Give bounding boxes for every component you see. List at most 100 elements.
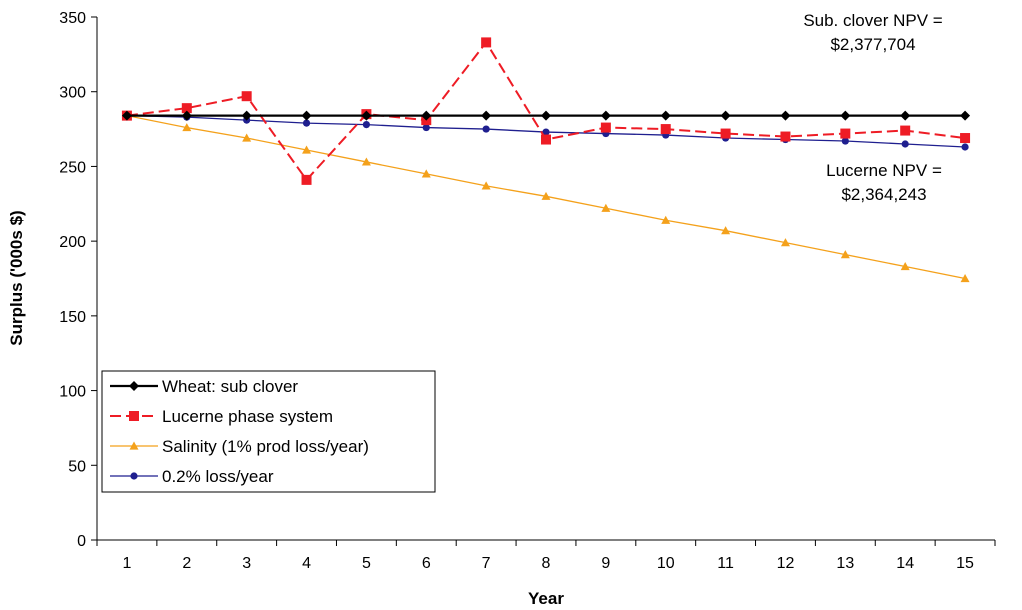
data-point — [600, 110, 611, 121]
x-tick-label: 12 — [777, 555, 795, 572]
legend-label: Salinity (1% prod loss/year) — [162, 437, 369, 456]
annotation-sub-clover-line-1: Sub. clover NPV = — [803, 11, 942, 30]
annotation-sub-clover-npv: Sub. clover NPV = $2,377,704 — [803, 11, 942, 54]
data-point — [840, 128, 851, 139]
data-point — [241, 110, 252, 121]
y-tick-label: 150 — [59, 309, 86, 326]
legend-item-0: Wheat: sub clover — [110, 377, 298, 396]
legend-marker — [129, 381, 139, 391]
y-tick-label: 100 — [59, 384, 86, 401]
data-point — [600, 122, 611, 133]
x-tick-label: 10 — [657, 555, 675, 572]
data-point — [900, 110, 911, 121]
data-point — [840, 110, 851, 121]
legend-label: Wheat: sub clover — [162, 377, 298, 396]
y-tick-label: 250 — [59, 159, 86, 176]
data-point — [481, 181, 491, 190]
x-tick-label: 6 — [422, 555, 431, 572]
data-point — [660, 124, 671, 135]
data-point — [241, 91, 252, 102]
annotation-lucerne-npv: Lucerne NPV = $2,364,243 — [826, 161, 942, 204]
x-tick-label: 13 — [836, 555, 854, 572]
x-tick-label: 4 — [302, 555, 311, 572]
x-tick-label: 8 — [542, 555, 551, 572]
legend-item-1: Lucerne phase system — [110, 407, 333, 426]
x-tick-label: 5 — [362, 555, 371, 572]
legend-marker — [129, 411, 139, 421]
data-point — [421, 110, 432, 121]
legend-marker — [129, 441, 139, 450]
y-tick-label: 50 — [68, 458, 86, 475]
data-point — [900, 262, 910, 271]
data-point — [302, 145, 312, 154]
data-point — [720, 110, 731, 121]
data-point — [780, 131, 791, 142]
annotation-lucerne-line-1: Lucerne NPV = — [826, 161, 942, 180]
data-point — [780, 110, 791, 121]
legend-item-3: 0.2% loss/year — [110, 467, 274, 486]
data-point — [482, 125, 490, 133]
x-tick-label: 15 — [956, 555, 974, 572]
y-tick-label: 350 — [59, 10, 86, 27]
data-point — [960, 274, 970, 283]
data-point — [960, 133, 971, 144]
legend-marker — [130, 472, 138, 480]
data-point — [961, 143, 969, 151]
annotation-sub-clover-line-2: $2,377,704 — [830, 35, 915, 54]
data-point — [181, 110, 192, 121]
data-point — [661, 215, 671, 224]
legend-box — [101, 370, 436, 493]
data-point — [541, 134, 551, 145]
legend-item-2: Salinity (1% prod loss/year) — [110, 437, 369, 456]
data-point — [721, 226, 731, 235]
y-axis-title: Surplus ('000s $) — [7, 210, 26, 345]
annotation-lucerne-line-2: $2,364,243 — [841, 185, 926, 204]
data-point — [121, 110, 132, 121]
data-point — [481, 37, 492, 48]
data-point — [361, 110, 372, 121]
data-point — [541, 110, 551, 121]
data-point — [362, 120, 370, 129]
data-point — [242, 133, 252, 142]
y-tick-label: 0 — [77, 533, 86, 550]
data-point — [182, 123, 192, 132]
y-tick-label: 300 — [59, 85, 86, 102]
data-point — [960, 110, 971, 121]
series-2 — [122, 111, 970, 283]
x-tick-label: 3 — [242, 555, 251, 572]
data-point — [481, 110, 492, 121]
data-point — [841, 137, 849, 145]
data-point — [301, 174, 312, 185]
data-point — [601, 203, 611, 212]
x-tick-label: 1 — [122, 555, 131, 572]
data-point — [301, 110, 312, 121]
data-point — [660, 110, 671, 121]
data-point — [840, 250, 850, 259]
series-layer — [121, 37, 971, 283]
data-point — [780, 238, 790, 247]
data-point — [901, 140, 909, 148]
y-axis-ticks: 0 50 100 150 200 250 300 350 — [59, 10, 97, 550]
x-tick-label: 11 — [717, 555, 734, 572]
data-point — [720, 128, 731, 139]
x-tick-label: 9 — [601, 555, 610, 572]
legend-label: Lucerne phase system — [162, 407, 333, 426]
x-axis-ticks: 1 2 3 4 5 6 7 8 9 10 11 12 13 14 15 — [96, 540, 996, 572]
x-axis-title: Year — [528, 589, 564, 608]
data-point — [361, 157, 371, 166]
x-tick-label: 14 — [896, 555, 914, 572]
x-tick-label: 2 — [182, 555, 191, 572]
series-0 — [121, 110, 971, 121]
data-point — [421, 169, 431, 178]
data-point — [422, 123, 430, 132]
legend-label: 0.2% loss/year — [162, 467, 274, 486]
y-tick-label: 200 — [59, 234, 86, 251]
data-point — [181, 103, 192, 114]
data-point — [302, 119, 311, 127]
legend: Wheat: sub clover Lucerne phase system Sal… — [101, 370, 436, 493]
x-tick-label: 7 — [482, 555, 491, 572]
data-point — [542, 128, 550, 136]
data-point — [900, 125, 911, 136]
axes — [96, 17, 995, 541]
